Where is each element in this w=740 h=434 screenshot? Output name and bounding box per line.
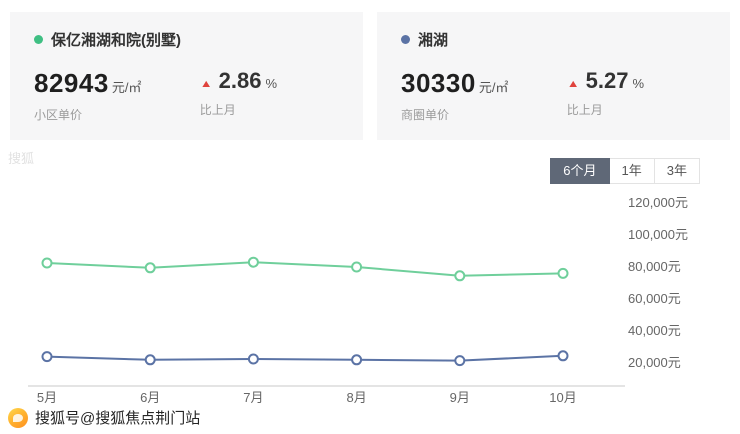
svg-text:8月: 8月 [346, 390, 366, 405]
svg-text:100,000元: 100,000元 [628, 227, 688, 242]
source-watermark: 搜狐号@搜狐焦点荆门站 [8, 407, 200, 428]
svg-text:120,000元: 120,000元 [628, 195, 688, 210]
tab-1-year[interactable]: 1年 [609, 158, 655, 184]
card-header: 保亿湘湖和院(别墅) [34, 29, 341, 50]
card-title: 湘湖 [418, 32, 449, 49]
change-value: 5.27 [585, 68, 629, 93]
stat-card-district: 湘湖 30330 元/㎡ 商圈单价 ▲ 5.27 % 比上月 [377, 12, 730, 140]
tab-3-years[interactable]: 3年 [654, 158, 700, 184]
svg-text:20,000元: 20,000元 [628, 355, 681, 370]
price-unit: 元/㎡ [111, 80, 142, 95]
svg-text:5月: 5月 [37, 390, 57, 405]
source-watermark-text: 搜狐号@搜狐焦点荆门站 [35, 410, 201, 427]
svg-text:10月: 10月 [549, 390, 576, 405]
sohu-logo-icon [8, 407, 28, 428]
legend-dot-green-icon [34, 35, 43, 44]
change-unit: % [632, 76, 645, 91]
change-label: 比上月 [566, 103, 603, 117]
change-unit: % [265, 76, 278, 91]
change-block: ▲ 2.86 % 比上月 [200, 68, 277, 123]
price-unit: 元/㎡ [478, 80, 509, 95]
price-block: 82943 元/㎡ 小区单价 [34, 68, 200, 123]
stat-card-community: 保亿湘湖和院(别墅) 82943 元/㎡ 小区单价 ▲ 2.86 % 比上月 [10, 12, 363, 140]
arrow-up-icon: ▲ [566, 77, 580, 90]
svg-text:40,000元: 40,000元 [628, 323, 681, 338]
price-value: 82943 [34, 68, 109, 98]
svg-text:7月: 7月 [243, 390, 263, 405]
stat-cards: 保亿湘湖和院(别墅) 82943 元/㎡ 小区单价 ▲ 2.86 % 比上月 [0, 0, 740, 140]
arrow-up-icon: ▲ [199, 77, 213, 90]
price-label: 小区单价 [34, 108, 83, 122]
legend-dot-blue-icon [401, 35, 410, 44]
card-body: 82943 元/㎡ 小区单价 ▲ 2.86 % 比上月 [34, 68, 341, 123]
line-chart-canvas: 120,000元 100,000元 80,000元 60,000元 40,000元 20,… [28, 195, 688, 405]
svg-text:80,000元: 80,000元 [628, 259, 681, 274]
card-title: 保亿湘湖和院(别墅) [51, 32, 181, 49]
change-block: ▲ 5.27 % 比上月 [567, 68, 644, 123]
price-value: 30330 [401, 68, 476, 98]
change-value: 2.86 [218, 68, 262, 93]
price-block: 30330 元/㎡ 商圈单价 [401, 68, 567, 123]
svg-text:9月: 9月 [450, 390, 470, 405]
svg-text:6月: 6月 [140, 390, 160, 405]
card-body: 30330 元/㎡ 商圈单价 ▲ 5.27 % 比上月 [401, 68, 708, 123]
time-range-tabs: 6个月 1年 3年 [550, 158, 700, 184]
faint-watermark: 搜狐 [8, 151, 35, 166]
tab-6-months[interactable]: 6个月 [550, 158, 610, 184]
svg-text:60,000元: 60,000元 [628, 291, 681, 306]
price-label: 商圈单价 [401, 108, 450, 122]
price-trend-chart: 120,000元 100,000元 80,000元 60,000元 40,000元 20,… [0, 186, 740, 420]
card-header: 湘湖 [401, 29, 708, 50]
change-label: 比上月 [199, 103, 236, 117]
